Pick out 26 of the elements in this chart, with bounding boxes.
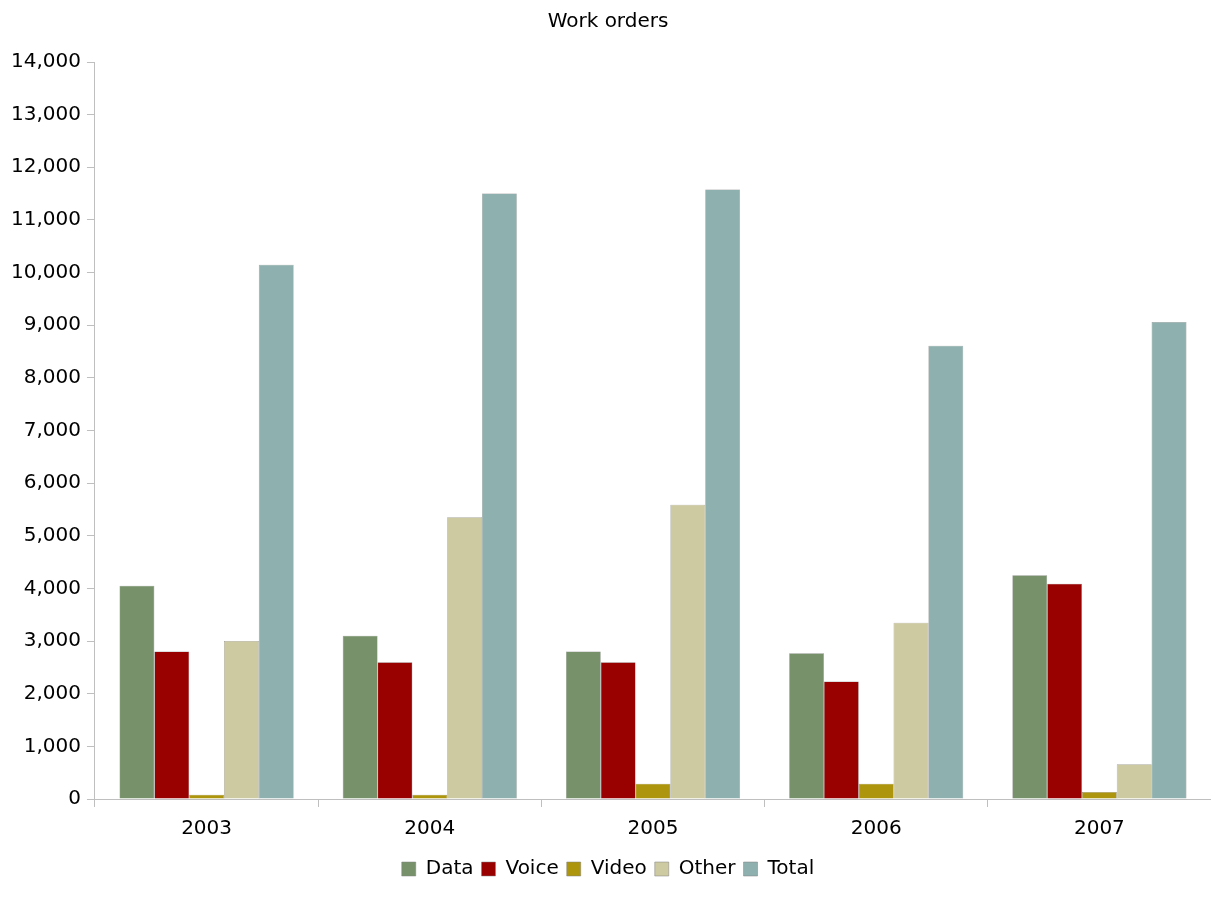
y-tick-label: 4,000 — [23, 574, 81, 599]
y-tick-label: 9,000 — [23, 311, 81, 336]
y-tick-label: 13,000 — [11, 100, 81, 125]
x-tick-label: 2003 — [181, 815, 233, 840]
y-tick-label: 10,000 — [11, 258, 81, 283]
x-tick-label: 2004 — [404, 815, 456, 840]
legend-label: Data — [425, 855, 474, 880]
y-tick-label: 3,000 — [23, 627, 81, 652]
legend-label: Other — [678, 855, 737, 880]
x-tick-label: 2005 — [627, 815, 679, 840]
legend-label: Video — [590, 855, 647, 880]
y-tick-label: 1,000 — [23, 732, 81, 757]
y-tick-label: 7,000 — [23, 416, 81, 441]
y-tick-label: 11,000 — [11, 206, 81, 231]
chart-title: Work orders — [547, 8, 669, 33]
y-tick-label: 8,000 — [23, 364, 81, 389]
y-tick-label: 12,000 — [11, 153, 81, 178]
y-tick-label: 5,000 — [23, 521, 81, 546]
x-tick-label: 2007 — [1073, 815, 1125, 840]
x-tick-label: 2006 — [850, 815, 902, 840]
legend-label: Voice — [505, 855, 559, 880]
legend-label: Total — [766, 855, 815, 880]
y-tick-label: 14,000 — [11, 48, 81, 73]
y-tick-label: 0 — [68, 785, 81, 810]
y-tick-label: 2,000 — [23, 679, 81, 704]
y-tick-label: 6,000 — [23, 469, 81, 494]
